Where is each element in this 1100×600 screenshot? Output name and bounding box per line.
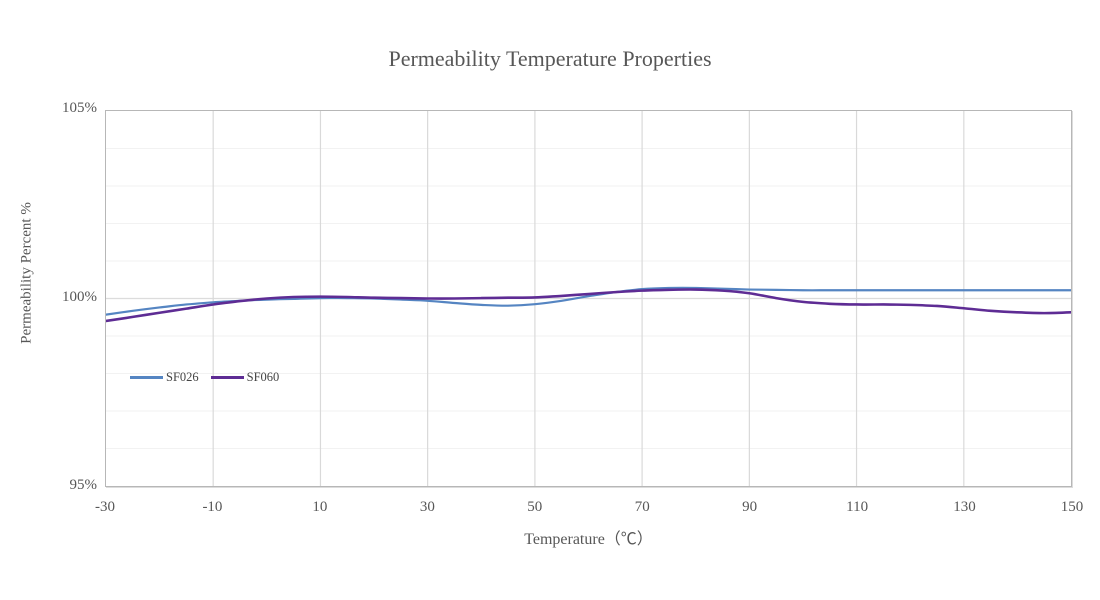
x-tick-label: 30 [419,499,435,515]
x-tick-label: 110 [846,499,869,515]
x-tick-label: -30 [95,499,115,515]
x-tick-label: -10 [202,499,223,515]
legend-item-sf026: SF026 [130,370,199,385]
y-axis-title: Permeability Percent % [18,202,35,344]
x-tick-label: 150 [1060,499,1084,515]
y-tick-label: 100% [62,288,97,305]
x-tick-label: 130 [953,499,976,515]
x-axis-title: Temperature（℃） [524,531,653,548]
legend-item-sf060: SF060 [210,370,280,385]
legend-label-sf060: SF060 [246,370,280,384]
legend-label-sf026: SF026 [166,370,199,384]
chart-title: Permeability Temperature Properties [388,46,712,71]
legend: SF026 SF060 [130,370,279,385]
x-tick-label: 90 [742,499,758,515]
y-tick-label: 105% [62,100,97,116]
x-tick-label: 10 [312,499,328,515]
x-tick-label: 50 [527,499,543,515]
legend-swatch-sf060 [210,376,244,379]
legend-swatch-sf026 [130,376,163,379]
y-tick-label: 95% [69,477,98,493]
plot-area: SF026 SF060 [105,110,1072,487]
x-tick-label: 70 [634,499,650,515]
plot-svg [106,111,1071,486]
